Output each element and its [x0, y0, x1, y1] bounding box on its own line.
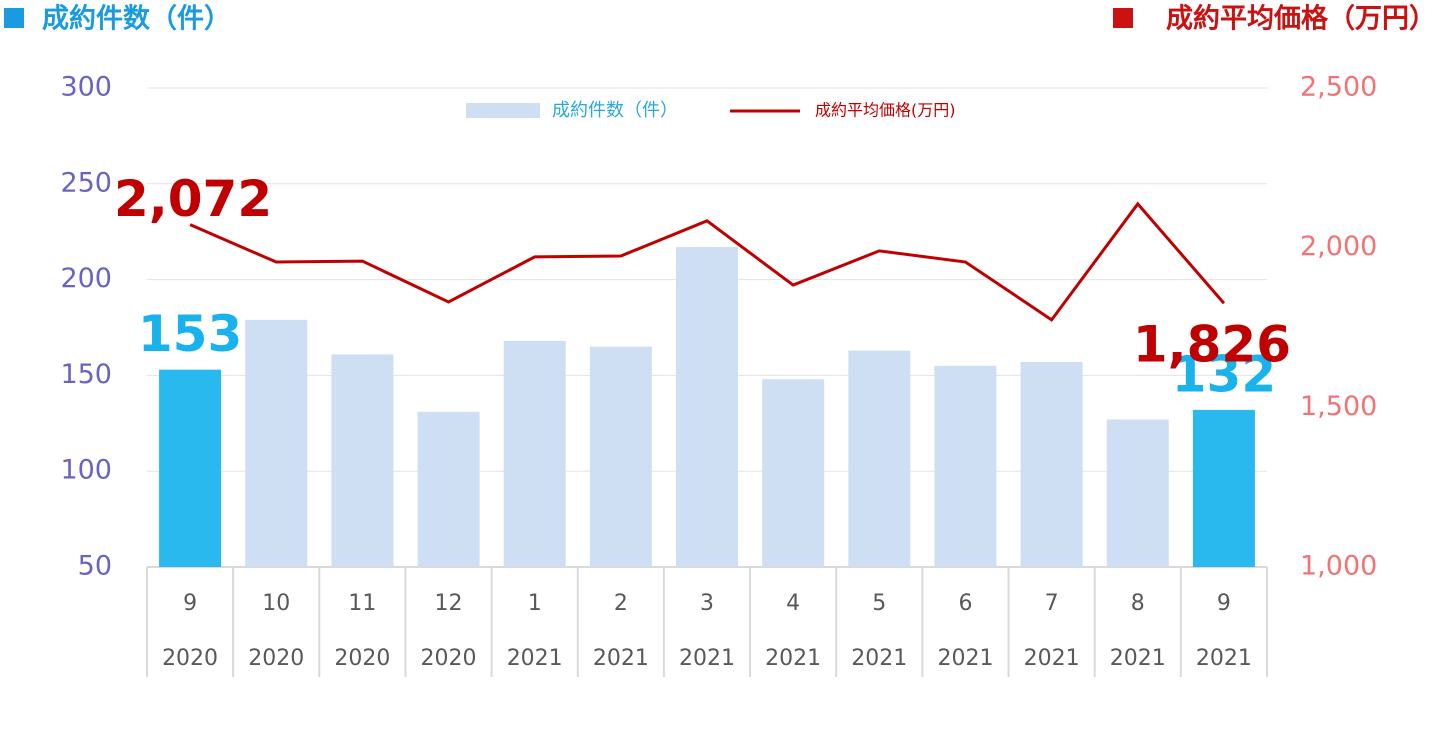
x-tick-label: 9 [183, 591, 197, 616]
bar [417, 411, 480, 567]
x-tick-label: 7 [1045, 591, 1059, 616]
y2-tick-label: 2,500 [1300, 72, 1377, 103]
data-label: 1,826 [1133, 316, 1291, 374]
x-group-label: 2020 [334, 646, 390, 671]
y-tick-label: 50 [78, 551, 112, 582]
y-tick-label: 100 [60, 455, 112, 486]
x-group-label: 2020 [162, 646, 218, 671]
x-tick-label: 4 [786, 591, 800, 616]
data-label: 153 [138, 305, 242, 363]
legend-label: 成約件数（件） [552, 100, 678, 121]
legend-label: 成約平均価格(万円) [815, 101, 956, 120]
bar [245, 319, 308, 567]
x-group-label: 2020 [421, 646, 477, 671]
bar [848, 350, 911, 567]
y2-tick-label: 1,500 [1300, 391, 1377, 422]
line [189, 201, 1226, 322]
legend-swatch [466, 103, 540, 118]
x-group-label: 2021 [1110, 646, 1166, 671]
x-group-label: 2020 [248, 646, 304, 671]
x-group-label: 2021 [765, 646, 821, 671]
x-tick-label: 5 [872, 591, 886, 616]
y2-tick-label: 1,000 [1300, 551, 1377, 582]
bar [503, 340, 566, 567]
y-tick-label: 250 [60, 167, 112, 198]
bar [1106, 419, 1169, 567]
x-group-label: 2021 [1196, 646, 1252, 671]
bar [1192, 409, 1255, 567]
x-tick-label: 6 [958, 591, 972, 616]
x-group-label: 2021 [593, 646, 649, 671]
x-group-label: 2021 [679, 646, 735, 671]
x-group-label: 2021 [937, 646, 993, 671]
bar [331, 354, 394, 567]
header-marker [4, 8, 24, 28]
x-group-label: 2021 [851, 646, 907, 671]
x-tick-label: 10 [262, 591, 290, 616]
y-tick-label: 200 [60, 263, 112, 294]
x-group-label: 2021 [507, 646, 563, 671]
x-tick-label: 11 [348, 591, 376, 616]
x-tick-label: 2 [614, 591, 628, 616]
data-label: 2,072 [114, 170, 272, 228]
y-axis-title: 成約件数（件） [42, 3, 231, 35]
y-tick-label: 300 [60, 72, 112, 103]
x-tick-label: 9 [1217, 591, 1231, 616]
x-group-label: 2021 [1024, 646, 1080, 671]
y-tick-label: 150 [60, 359, 112, 390]
y2-axis-title: 成約平均価格（万円） [1166, 3, 1436, 35]
x-tick-label: 1 [528, 591, 542, 616]
y2-tick-label: 2,000 [1300, 231, 1377, 262]
bar [676, 247, 738, 567]
bar [589, 346, 652, 567]
header-marker [1113, 8, 1133, 28]
x-tick-label: 12 [435, 591, 463, 616]
bar [159, 369, 222, 567]
bar [934, 365, 997, 567]
bar [1020, 361, 1083, 567]
x-tick-label: 3 [700, 591, 714, 616]
data-label: 132 [1172, 345, 1276, 403]
bar [762, 379, 825, 567]
x-tick-label: 8 [1131, 591, 1145, 616]
